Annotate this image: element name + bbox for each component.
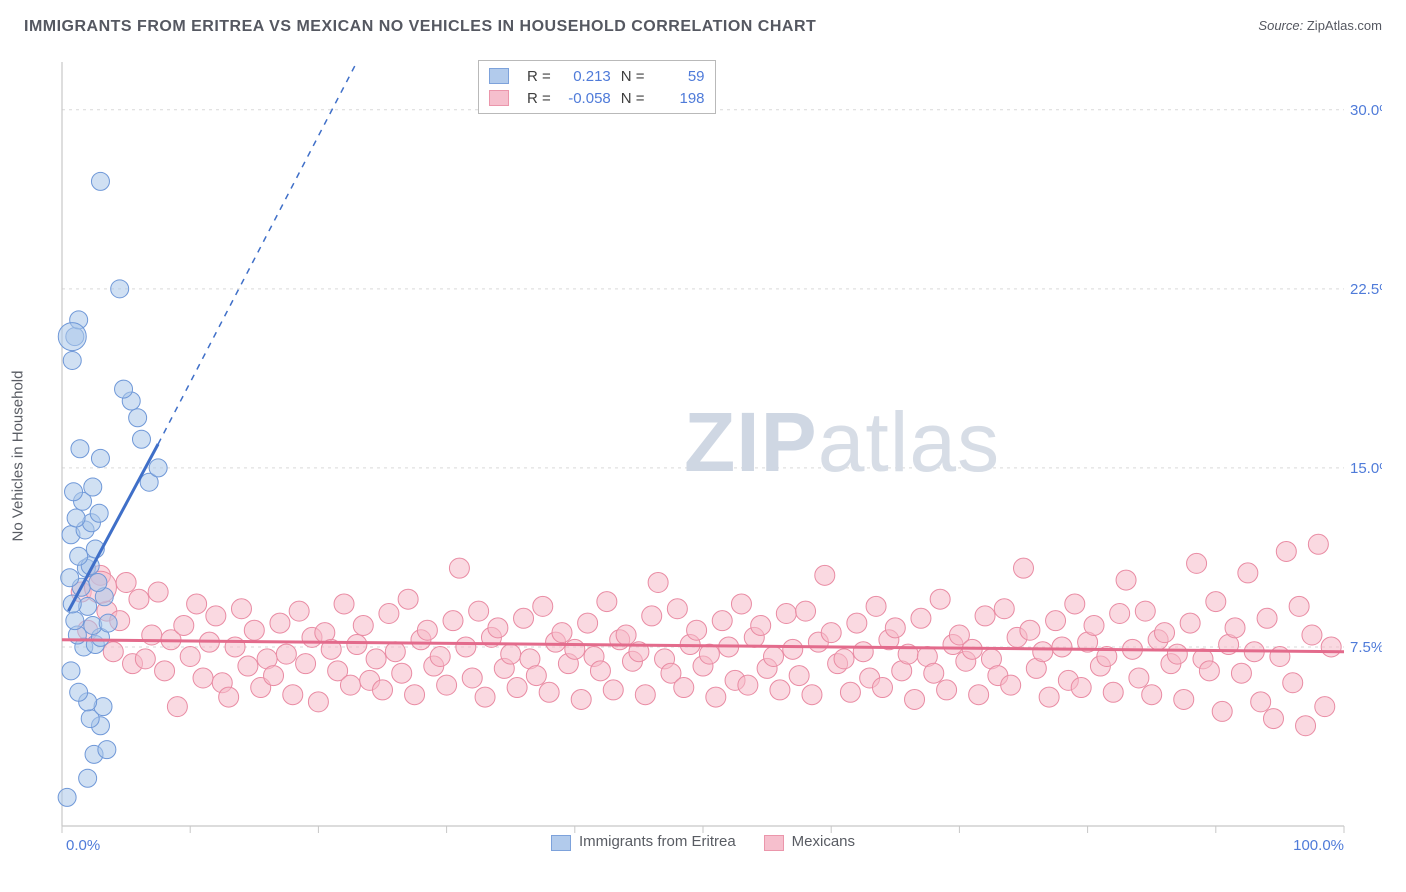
stat-n-value-mexicans: 198 xyxy=(655,90,705,107)
swatch-eritrea xyxy=(489,68,509,84)
stats-row-eritrea: R = 0.213 N = 59 xyxy=(489,65,705,87)
svg-text:15.0%: 15.0% xyxy=(1350,460,1382,477)
svg-text:7.5%: 7.5% xyxy=(1350,639,1382,656)
correlation-stats-box: R = 0.213 N = 59 R = -0.058 N = 198 xyxy=(478,60,716,114)
stats-row-mexicans: R = -0.058 N = 198 xyxy=(489,87,705,109)
legend-label-eritrea: Immigrants from Eritrea xyxy=(579,833,736,850)
stat-r-value-mexicans: -0.058 xyxy=(561,90,611,107)
correlation-chart: No Vehicles in Household 7.5%15.0%22.5%3… xyxy=(24,54,1382,858)
series-legend: Immigrants from Eritrea Mexicans xyxy=(24,830,1382,854)
chart-svg: 7.5%15.0%22.5%30.0%0.0%100.0% xyxy=(24,54,1382,858)
stat-r-value-eritrea: 0.213 xyxy=(561,68,611,85)
page-title: IMMIGRANTS FROM ERITREA VS MEXICAN NO VE… xyxy=(24,18,816,35)
svg-text:22.5%: 22.5% xyxy=(1350,281,1382,298)
swatch-mexicans xyxy=(489,90,509,106)
stat-r-label: R = xyxy=(527,68,551,85)
source-value: ZipAtlas.com xyxy=(1307,18,1382,33)
legend-item-eritrea: Immigrants from Eritrea xyxy=(551,833,736,850)
stat-r-label: R = xyxy=(527,90,551,107)
stat-n-label: N = xyxy=(621,90,645,107)
stat-n-value-eritrea: 59 xyxy=(655,68,705,85)
stat-n-label: N = xyxy=(621,68,645,85)
svg-text:30.0%: 30.0% xyxy=(1350,102,1382,119)
legend-item-mexicans: Mexicans xyxy=(764,833,855,850)
source-label: Source: xyxy=(1258,18,1303,33)
legend-swatch-eritrea xyxy=(551,835,571,851)
legend-label-mexicans: Mexicans xyxy=(792,833,855,850)
y-axis-label: No Vehicles in Household xyxy=(10,371,27,542)
source-attribution: Source: ZipAtlas.com xyxy=(1258,18,1382,33)
legend-swatch-mexicans xyxy=(764,835,784,851)
